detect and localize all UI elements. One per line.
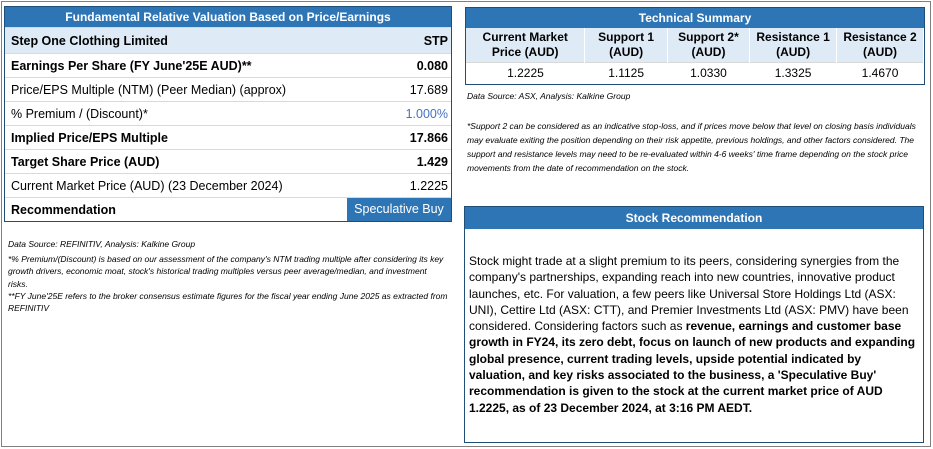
row-value: 17.866 <box>409 130 448 145</box>
valuation-row-cmp: Current Market Price (AUD) (23 December … <box>5 173 451 197</box>
technical-summary: Technical Summary Current Market Price (… <box>465 7 925 85</box>
row-value: 1.429 <box>416 154 448 169</box>
value-support-2: 1.0330 <box>667 62 750 84</box>
header-resistance-2: Resistance 2 (AUD) <box>836 28 924 63</box>
valuation-row-implied: Implied Price/EPS Multiple 17.866 <box>5 125 451 149</box>
row-label: Earnings Per Share (FY June'25E AUD)** <box>11 58 252 73</box>
valuation-row-recommendation: Recommendation Speculative Buy <box>5 197 451 221</box>
row-value: 1.000% <box>405 106 448 121</box>
technical-header-row: Current Market Price (AUD) Support 1 (AU… <box>466 28 924 63</box>
valuation-row-target: Target Share Price (AUD) 1.429 <box>5 149 451 173</box>
row-label: % Premium / (Discount)* <box>11 106 148 121</box>
valuation-note-premium: *% Premium/(Discount) is based on our as… <box>8 254 444 289</box>
valuation-note-fy: **FY June'25E refers to the broker conse… <box>8 290 448 314</box>
recommendation-text-bold: revenue, earnings and customer base grow… <box>469 319 916 415</box>
row-label: Implied Price/EPS Multiple <box>11 130 168 145</box>
company-row: Step One Clothing Limited STP <box>5 27 451 53</box>
valuation-notes: Data Source: REFINITIV, Analysis: Kalkin… <box>8 238 448 314</box>
header-support-2: Support 2* (AUD) <box>667 28 751 63</box>
valuation-row-multiple: Price/EPS Multiple (NTM) (Peer Median) (… <box>5 77 451 101</box>
header-support-1: Support 1 (AUD) <box>584 28 668 63</box>
value-resistance-2: 1.4670 <box>836 62 924 84</box>
company-name: Step One Clothing Limited <box>11 33 168 48</box>
header-cmp: Current Market Price (AUD) <box>466 28 586 63</box>
valuation-source: Data Source: REFINITIV, Analysis: Kalkin… <box>8 239 196 249</box>
header-resistance-1: Resistance 1 (AUD) <box>749 28 838 63</box>
technical-value-row: 1.2225 1.1125 1.0330 1.3325 1.4670 <box>466 62 924 84</box>
valuation-row-eps: Earnings Per Share (FY June'25E AUD)** 0… <box>5 53 451 77</box>
row-value: 0.080 <box>416 58 448 73</box>
stock-recommendation: Stock Recommendation Stock might trade a… <box>464 206 924 443</box>
ticker: STP <box>423 33 448 48</box>
row-label: Current Market Price (AUD) (23 December … <box>11 178 283 193</box>
stock-recommendation-text: Stock might trade at a slight premium to… <box>465 229 923 416</box>
technical-table: Current Market Price (AUD) Support 1 (AU… <box>466 28 924 84</box>
value-cmp: 1.2225 <box>466 62 585 84</box>
row-value: 1.2225 <box>409 178 448 193</box>
stock-recommendation-title: Stock Recommendation <box>465 207 923 229</box>
row-label: Price/EPS Multiple (NTM) (Peer Median) (… <box>11 82 287 97</box>
recommendation-text-plain: Stock might trade at a slight premium to… <box>469 254 909 334</box>
valuation-title: Fundamental Relative Valuation Based on … <box>5 7 451 27</box>
technical-title: Technical Summary <box>466 8 924 28</box>
valuation-row-premium: % Premium / (Discount)* 1.000% <box>5 101 451 125</box>
value-resistance-1: 1.3325 <box>749 62 837 84</box>
recommendation-badge: Speculative Buy <box>347 198 451 221</box>
recommendation-label: Recommendation <box>11 202 116 217</box>
row-label: Target Share Price (AUD) <box>11 154 160 169</box>
value-support-1: 1.1125 <box>584 62 668 84</box>
row-value: 17.689 <box>409 82 448 97</box>
valuation-table: Fundamental Relative Valuation Based on … <box>4 6 452 222</box>
technical-note: *Support 2 can be considered as an indic… <box>467 121 916 173</box>
technical-source: Data Source: ASX, Analysis: Kalkine Grou… <box>467 91 631 101</box>
